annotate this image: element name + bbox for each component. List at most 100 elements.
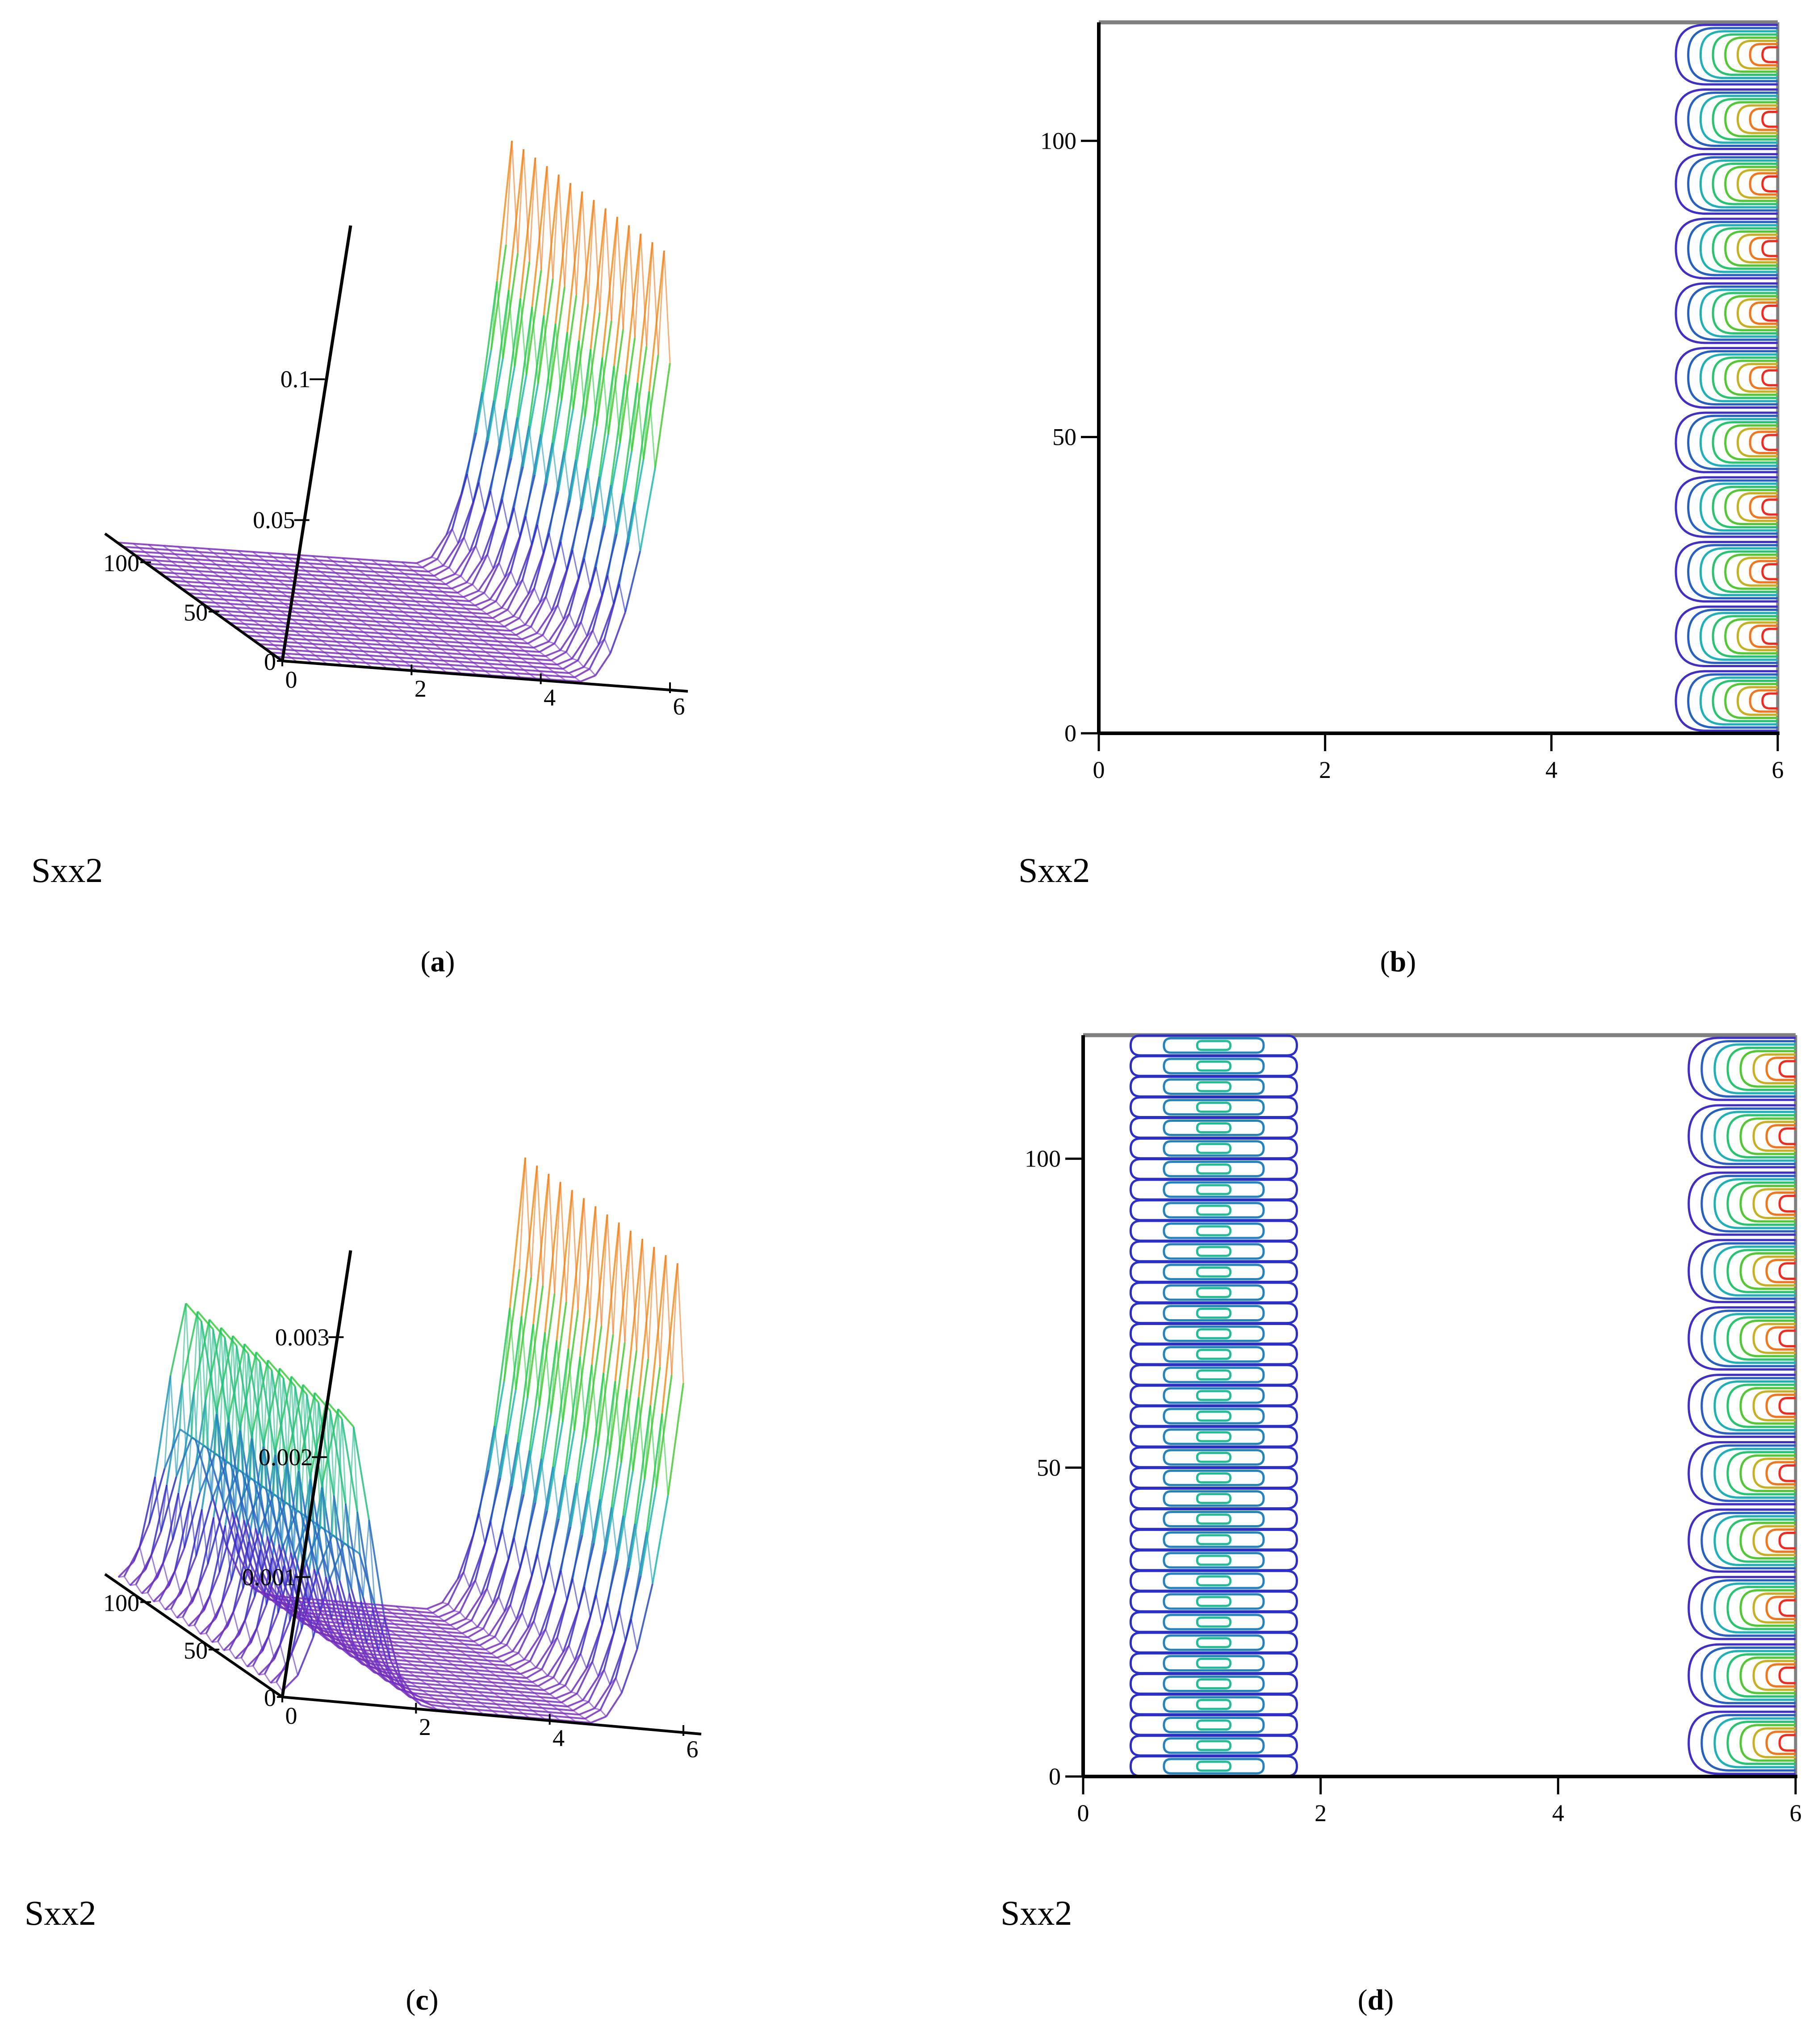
panel-a-mesh-segment [451, 581, 467, 589]
panel-a-plot-label: Sxx2 [31, 851, 103, 890]
panel-a-mesh-segment [406, 623, 421, 626]
panel-c-mesh-segment [275, 1376, 293, 1449]
panel-d-contour-line [1196, 1534, 1232, 1546]
panel-c-mesh-segment [423, 1615, 439, 1618]
panel-c-mesh-segment [476, 1651, 492, 1655]
panel-a-mesh-segment [239, 581, 255, 584]
panel-a-mesh-segment [649, 391, 656, 468]
panel-c-mesh-segment [321, 1632, 328, 1641]
panel-a-mesh-segment [251, 589, 258, 595]
panel-a-mesh-segment [278, 580, 285, 585]
panel-a-mesh-segment [657, 251, 665, 355]
panel-c-mesh-segment [419, 1696, 426, 1702]
panel-a-mesh-segment [512, 661, 519, 667]
panel-a-mesh-segment [337, 622, 343, 628]
panel-d-contour-line [1778, 1195, 1796, 1213]
panel-c-mesh-segment [369, 1653, 377, 1659]
panel-c-mesh-segment [558, 1475, 565, 1519]
panel-a-mesh-segment [410, 577, 425, 580]
panel-a-mesh-segment [531, 524, 538, 545]
panel-a-mesh-segment [310, 612, 326, 615]
panel-d-contour-line [1700, 1242, 1796, 1300]
panel-a-mesh-segment [241, 630, 256, 634]
panel-c-mesh-segment [248, 1542, 255, 1597]
panel-a-mesh-segment [233, 595, 248, 598]
panel-a-mesh-segment [275, 587, 291, 590]
panel-c-mesh-segment [175, 1437, 193, 1477]
panel-c-mesh-segment [515, 1576, 533, 1620]
panel-a-mesh-segment [310, 612, 317, 618]
panel-a-mesh-segment [215, 583, 222, 589]
panel-c-mesh-segment [548, 1711, 555, 1717]
panel-a-mesh-segment [301, 615, 317, 619]
panel-c-mesh-segment [401, 1684, 417, 1688]
panel-c-mesh-segment [253, 1577, 260, 1587]
panel-a-mesh-segment [389, 572, 396, 578]
panel-a-mesh-segment [385, 598, 401, 602]
panel-a-mesh-segment [460, 623, 475, 626]
panel-d-contour-line [1163, 1593, 1265, 1610]
panel-a-mesh-segment [197, 570, 205, 576]
panel-c-mesh-segment [414, 1675, 421, 1680]
panel-d-contour-line [1163, 1367, 1265, 1384]
panel-c-mesh-segment [461, 1679, 468, 1685]
panel-a-mesh-segment [204, 574, 210, 580]
panel-c-mesh-segment [317, 1617, 333, 1620]
panel-c-mesh-segment [255, 1528, 262, 1571]
panel-d-contour-line [1129, 1405, 1298, 1427]
panel-a-mesh-segment [522, 579, 529, 594]
panel-a-mesh-segment [236, 569, 243, 575]
panel-a-mesh-segment [301, 616, 308, 621]
panel-c-mesh-segment [481, 1655, 488, 1661]
panel-a-mesh-segment [189, 573, 205, 577]
panel-c-mesh-segment [270, 1666, 287, 1684]
panel-c-mesh-segment [515, 1316, 523, 1390]
panel-a-mesh-segment [373, 609, 380, 615]
panel-a-mesh-segment [480, 647, 495, 650]
panel-c-mesh-segment [401, 1609, 408, 1615]
panel-c-mesh-segment [526, 1677, 533, 1683]
panel-c-mesh-segment [205, 1400, 212, 1501]
panel-c-mesh-segment [273, 1368, 281, 1495]
panel-a-mesh-segment [372, 647, 379, 653]
panel-a-mesh-segment [448, 567, 456, 575]
panel-a-mesh-segment [240, 561, 255, 564]
panel-c-mesh-segment [197, 1587, 205, 1611]
panel-a-mesh-segment [327, 556, 334, 562]
panel-a-mesh-segment [432, 632, 439, 638]
panel-c-mesh-segment [540, 1696, 556, 1700]
panel-d-contour-line [1196, 1369, 1232, 1381]
panel-c-mesh-segment [527, 1584, 544, 1628]
panel-b-contour-line [1712, 356, 1778, 399]
panel-c-mesh-segment [526, 1706, 533, 1712]
panel-b-contour-line [1761, 240, 1778, 257]
panel-a-mesh-segment [295, 611, 302, 617]
panel-a-mesh-segment [408, 634, 424, 637]
panel-c-mesh-segment [465, 1701, 472, 1706]
panel-a-mesh-segment [528, 587, 535, 595]
panel-c-mesh-segment [373, 1618, 380, 1624]
panel-a-mesh-segment [405, 660, 420, 664]
panel-c-mesh-segment [364, 1649, 380, 1652]
panel-c-mesh-segment [486, 1677, 493, 1683]
panel-a-mesh-segment [349, 611, 364, 614]
panel-c-mesh-segment [468, 1665, 475, 1671]
panel-a-mesh-segment [477, 654, 492, 657]
panel-c-mesh-segment [423, 1643, 440, 1647]
panel-a-mesh-segment [530, 626, 538, 634]
panel-a-mesh-segment [271, 633, 278, 639]
panel-a-mesh-segment [438, 636, 453, 640]
panel-a-mesh-segment [299, 566, 306, 572]
panel-a-mesh-segment [204, 556, 211, 561]
panel-a-mesh-segment [473, 643, 481, 648]
panel-a-mesh-segment [279, 560, 294, 564]
panel-a-mesh-segment [276, 568, 291, 571]
panel-c-mesh-segment [560, 1719, 576, 1722]
panel-c-mesh-segment [560, 1570, 568, 1601]
panel-c-mesh-segment [339, 1605, 347, 1610]
panel-c-mesh-segment [396, 1634, 403, 1640]
panel-c-mesh-segment [331, 1635, 347, 1639]
panel-a-mesh-segment [338, 565, 345, 570]
panel-a-mesh-segment [237, 569, 252, 572]
panel-c-mesh-segment [466, 1654, 482, 1658]
